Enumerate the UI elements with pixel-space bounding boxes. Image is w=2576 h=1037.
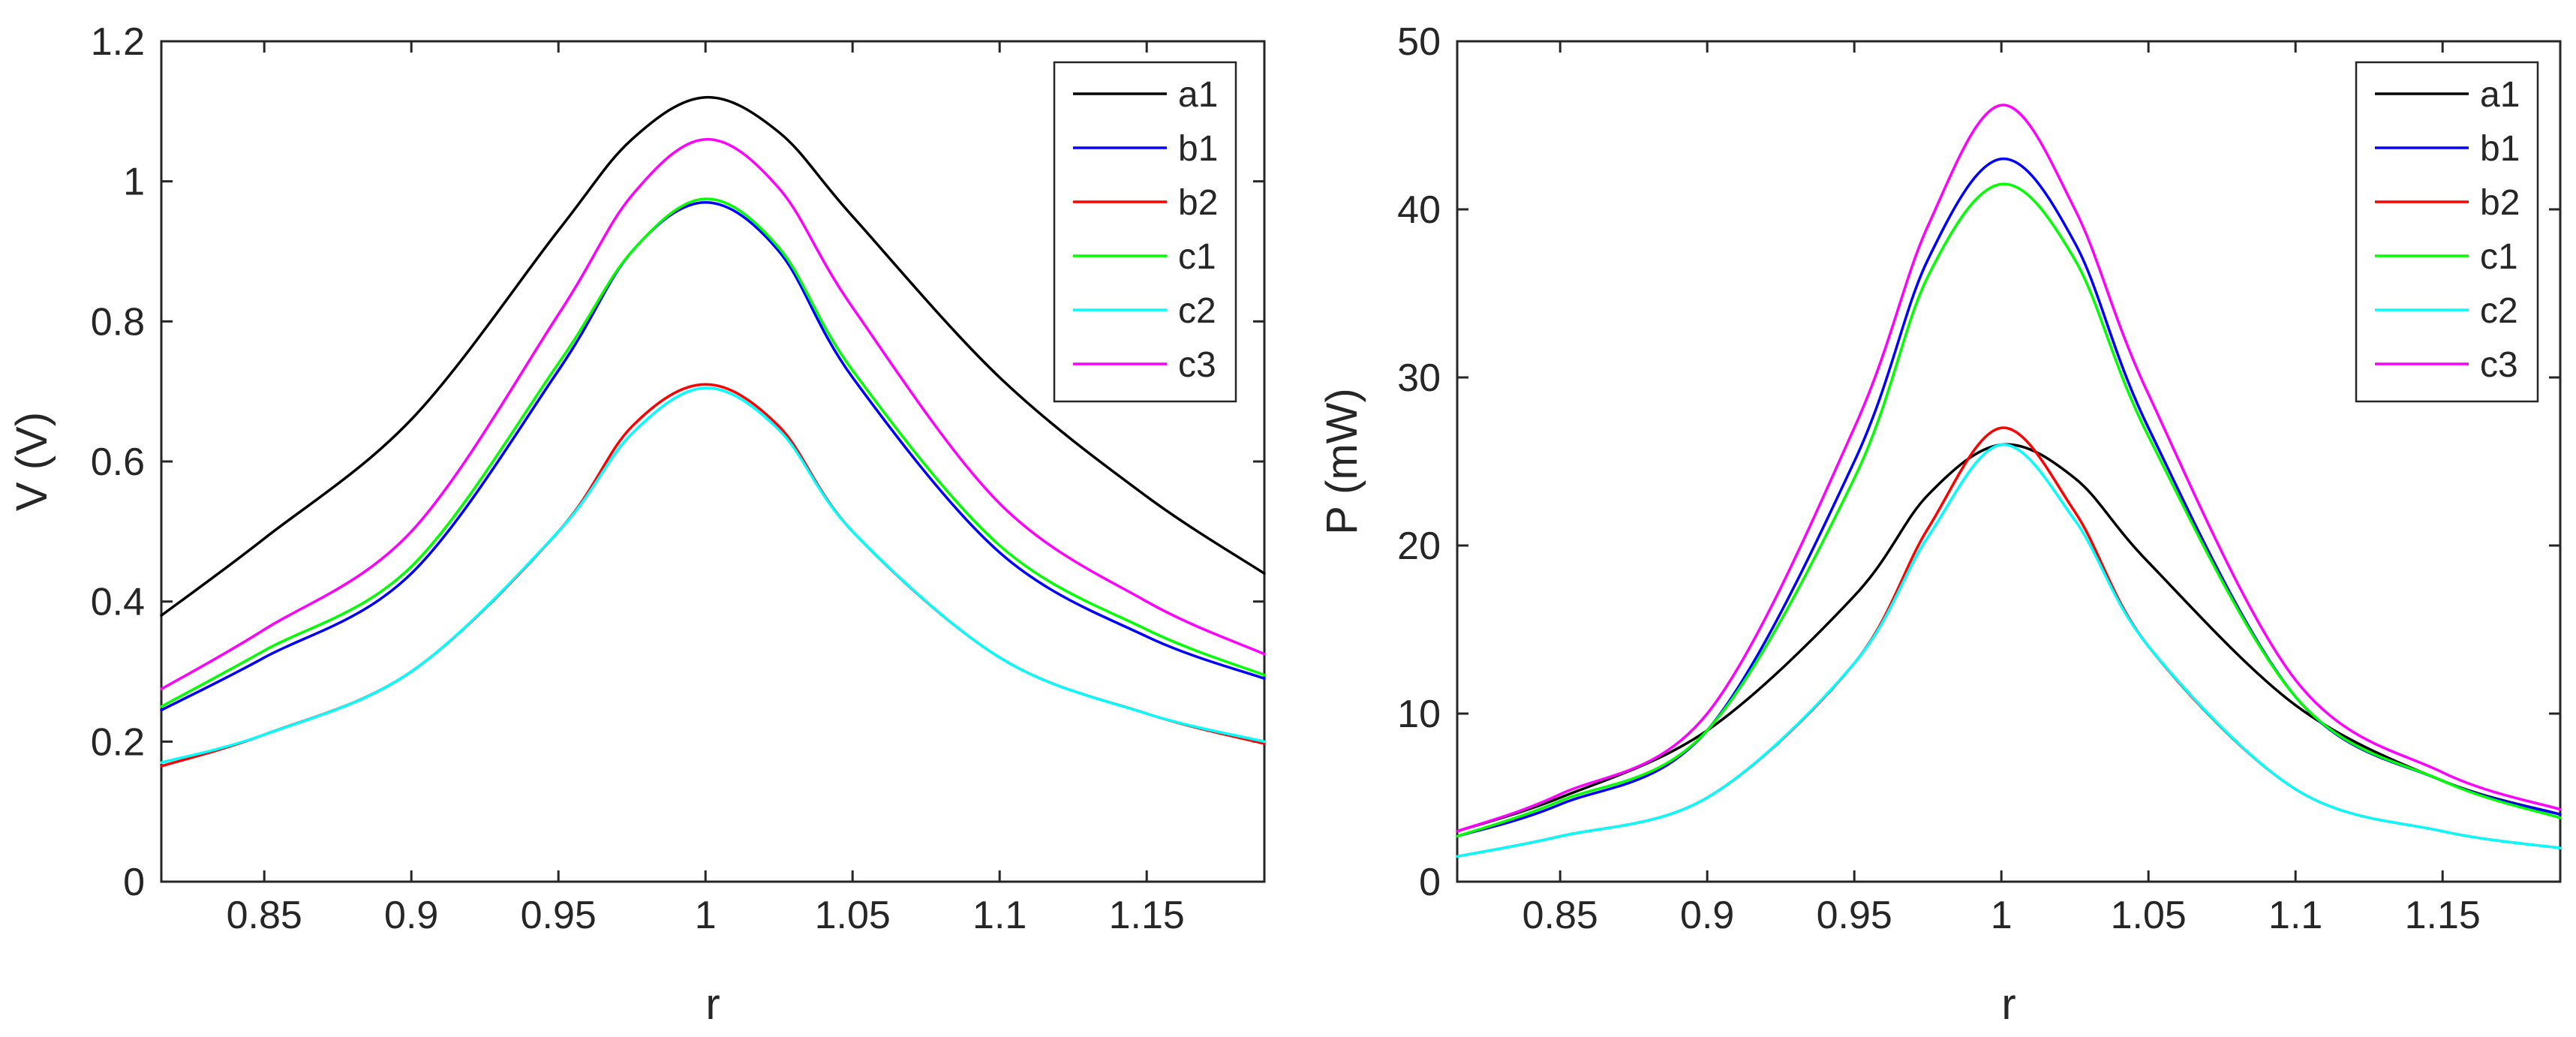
voltage-x-tick-label: 1.1: [972, 894, 1026, 937]
voltage-series-group: [160, 95, 1266, 768]
power-x-tick-label: 1: [1991, 894, 2012, 937]
voltage-legend-label-b1: b1: [1178, 129, 1218, 169]
power-series-c3: [1456, 104, 2562, 833]
voltage-x-tick-label: 1: [695, 894, 717, 937]
voltage-x-tick-label: 0.85: [227, 894, 302, 937]
power-x-tick-label: 1.1: [2268, 894, 2322, 937]
voltage-legend-label-b2: b2: [1178, 183, 1218, 223]
power-series-c2: [1456, 443, 2562, 858]
power-series-c1: [1456, 182, 2562, 838]
power-y-tick-label: 30: [1397, 356, 1441, 400]
voltage-series-c2: [160, 386, 1266, 765]
power-x-tick-label: 1.05: [2111, 894, 2187, 937]
voltage-x-tick-label: 1.05: [815, 894, 891, 937]
voltage-series-b1: [160, 200, 1266, 712]
power-y-tick-label: 10: [1397, 693, 1441, 736]
power-ticks: 0.85 0.9 0.95 1 1.05 1.1 1.15 0 10 20 30 40 50: [1397, 20, 2560, 937]
voltage-legend-label-c3: c3: [1178, 345, 1216, 385]
voltage-legend-label-c1: c1: [1178, 237, 1216, 277]
voltage-series-c1: [160, 197, 1266, 708]
power-legend-box: [2355, 61, 2539, 403]
power-y-tick-label: 0: [1419, 861, 1441, 904]
voltage-series-a1: [160, 95, 1266, 618]
power-legend-label-b1: b1: [2480, 129, 2520, 169]
power-y-tick-label: 40: [1397, 188, 1441, 232]
voltage-x-axis-label: r: [705, 980, 720, 1029]
power-x-tick-label: 0.85: [1522, 894, 1598, 937]
voltage-y-tick-label: 1.2: [91, 20, 145, 64]
voltage-x-tick-label: 1.15: [1109, 894, 1185, 937]
power-y-axis-label: P (mW): [1318, 388, 1366, 534]
voltage-ticks: 0.85 0.9 0.95 1 1.05 1.1 1.15 0 0.2 0.4 0.6 0.8 1 1.2: [91, 20, 1264, 937]
voltage-x-tick-label: 0.9: [384, 894, 438, 937]
power-legend-label-c1: c1: [2480, 237, 2518, 277]
voltage-y-tick-label: 1: [123, 161, 145, 204]
power-legend-label-b2: b2: [2480, 183, 2520, 223]
power-x-tick-label: 0.95: [1817, 894, 1892, 937]
power-y-tick-label: 50: [1397, 20, 1441, 64]
power-x-axis-label: r: [2001, 980, 2015, 1029]
power-legend: a1 b1 b2 c1 c2 c3: [2355, 61, 2539, 403]
voltage-legend: a1 b1 b2 c1 c2 c3: [1053, 61, 1237, 403]
power-chart: 0.85 0.9 0.95 1 1.05 1.1 1.15 0 10 20 30 40 50 r P (…: [1318, 20, 2562, 1029]
voltage-x-tick-label: 0.95: [521, 894, 597, 937]
voltage-y-tick-label: 0.2: [91, 720, 145, 764]
voltage-chart: 0.85 0.9 0.95 1 1.05 1.1 1.15 0 0.2 0.4 0.6 0.8 1 1.2…: [8, 20, 1266, 1029]
power-y-tick-label: 20: [1397, 525, 1441, 568]
voltage-y-axis-label: V (V): [8, 412, 56, 511]
voltage-legend-label-c2: c2: [1178, 291, 1216, 331]
voltage-y-tick-label: 0.6: [91, 440, 145, 484]
voltage-y-tick-label: 0.8: [91, 300, 145, 344]
voltage-y-tick-label: 0: [123, 861, 145, 904]
power-series-group: [1456, 104, 2562, 858]
power-legend-label-a1: a1: [2480, 75, 2520, 115]
power-legend-label-c2: c2: [2480, 291, 2518, 331]
power-x-tick-label: 1.15: [2405, 894, 2481, 937]
power-x-tick-label: 0.9: [1680, 894, 1734, 937]
voltage-y-tick-label: 0.4: [91, 581, 145, 624]
voltage-legend-label-a1: a1: [1178, 75, 1218, 115]
voltage-series-c3: [160, 137, 1266, 691]
power-legend-label-c3: c3: [2480, 345, 2518, 385]
voltage-legend-box: [1053, 61, 1237, 403]
